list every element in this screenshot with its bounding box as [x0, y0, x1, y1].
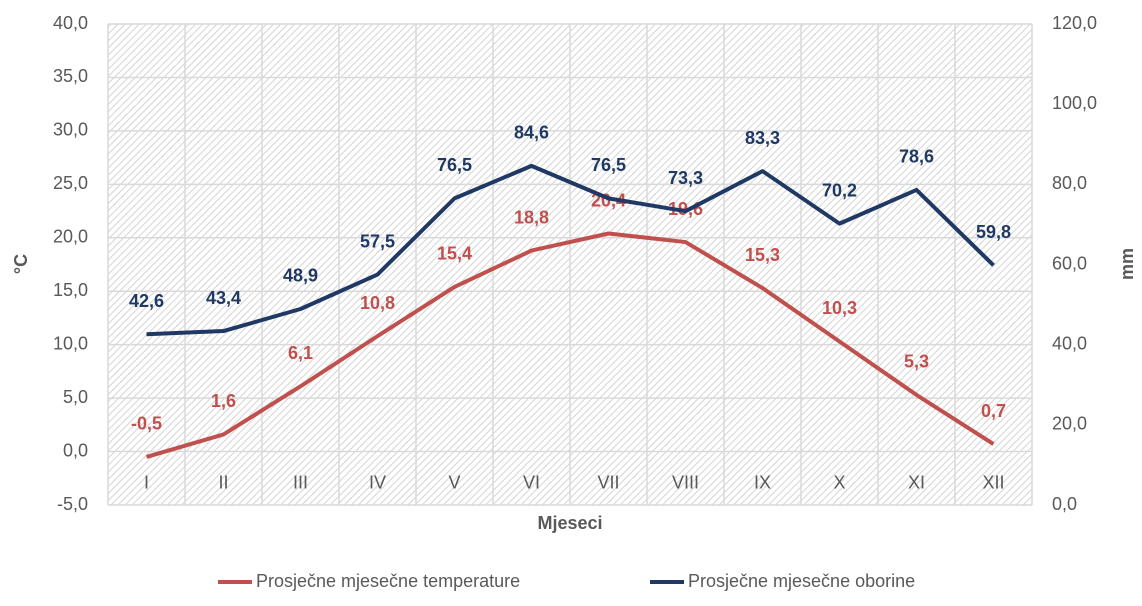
- y-axis-title: °C: [11, 254, 31, 274]
- x-tick-label: XII: [982, 472, 1004, 492]
- y-tick-label: 5,0: [63, 387, 88, 407]
- y2-tick-label: 100,0: [1052, 93, 1097, 113]
- y-tick-label: -5,0: [57, 494, 88, 514]
- data-label: 42,6: [129, 291, 164, 311]
- x-tick-label: VII: [597, 472, 619, 492]
- x-tick-label: X: [833, 472, 845, 492]
- y-tick-label: 20,0: [53, 227, 88, 247]
- y-tick-label: 15,0: [53, 280, 88, 300]
- x-tick-label: IV: [369, 472, 386, 492]
- y2-tick-label: 120,0: [1052, 13, 1097, 33]
- data-label: 73,3: [668, 168, 703, 188]
- series-line: [145, 231, 995, 459]
- y-tick-label: 0,0: [63, 440, 88, 460]
- y-tick-label: 10,0: [53, 333, 88, 353]
- y2-tick-label: 20,0: [1052, 414, 1087, 434]
- data-label: 78,6: [899, 147, 934, 167]
- data-label: 5,3: [904, 352, 929, 372]
- y2-tick-label: 40,0: [1052, 333, 1087, 353]
- data-label: 76,5: [591, 155, 626, 175]
- x-tick-label: V: [448, 472, 460, 492]
- data-label: 1,6: [211, 391, 236, 411]
- data-label: 59,8: [976, 222, 1011, 242]
- x-tick-label: I: [144, 472, 149, 492]
- data-label: 15,3: [745, 245, 780, 265]
- x-tick-label: VIII: [672, 472, 699, 492]
- legend-label: Prosječne mjesečne oborine: [688, 571, 915, 591]
- data-label: 43,4: [206, 288, 241, 308]
- data-label: 84,6: [514, 123, 549, 143]
- data-label: 48,9: [283, 266, 318, 286]
- data-label: 18,8: [514, 207, 549, 227]
- y-tick-label: 35,0: [53, 66, 88, 86]
- data-label: -0,5: [131, 414, 162, 434]
- y2-tick-label: 0,0: [1052, 494, 1077, 514]
- x-tick-label: XI: [908, 472, 925, 492]
- y2-axis-title: mm: [1117, 248, 1137, 280]
- x-axis-title: Mjeseci: [537, 513, 602, 533]
- data-label: 6,1: [288, 343, 313, 363]
- x-tick-label: II: [218, 472, 228, 492]
- data-label: 57,5: [360, 231, 395, 251]
- y-tick-label: 25,0: [53, 173, 88, 193]
- data-label: 10,3: [822, 298, 857, 318]
- x-tick-label: III: [293, 472, 308, 492]
- data-label: 70,2: [822, 180, 857, 200]
- data-label: 0,7: [981, 401, 1006, 421]
- data-label: 10,8: [360, 293, 395, 313]
- y-tick-label: 30,0: [53, 120, 88, 140]
- data-label: 15,4: [437, 244, 472, 264]
- x-tick-label: VI: [523, 472, 540, 492]
- data-label: 83,3: [745, 128, 780, 148]
- data-label: 19,6: [668, 199, 703, 219]
- y2-tick-label: 80,0: [1052, 173, 1087, 193]
- series-line: [146, 163, 995, 337]
- legend-label: Prosječne mjesečne temperature: [256, 571, 520, 591]
- y-tick-label: 40,0: [53, 13, 88, 33]
- x-tick-label: IX: [754, 472, 771, 492]
- data-label: 76,5: [437, 155, 472, 175]
- y2-tick-label: 60,0: [1052, 253, 1087, 273]
